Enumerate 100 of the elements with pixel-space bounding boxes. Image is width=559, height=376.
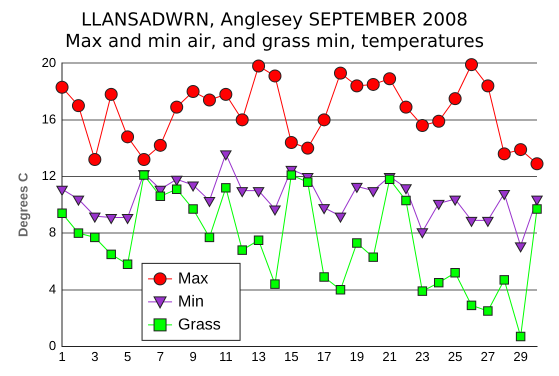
point [172, 184, 182, 194]
point [532, 204, 542, 214]
point [482, 216, 494, 227]
point [188, 204, 198, 214]
point [74, 228, 84, 238]
x-tick-label: 7 [156, 348, 164, 364]
point [516, 332, 526, 342]
point [237, 245, 247, 255]
x-tick-label: 5 [124, 348, 132, 364]
point [269, 206, 281, 216]
x-tick-label: 27 [480, 348, 496, 364]
legend-label: Max [178, 270, 208, 288]
point [530, 157, 544, 170]
point [418, 286, 428, 296]
point [187, 181, 199, 192]
point [104, 88, 118, 101]
y-tick-label: 8 [48, 224, 56, 240]
point [336, 285, 346, 295]
point [498, 147, 511, 160]
point [219, 88, 232, 101]
x-tick-label: 29 [513, 348, 528, 364]
point [368, 187, 379, 198]
point [351, 182, 363, 193]
point [56, 80, 69, 94]
point [450, 268, 460, 278]
point [334, 66, 347, 80]
point [319, 272, 329, 282]
point [204, 232, 214, 242]
point [464, 58, 478, 72]
y-axis-title: Degrees C [15, 172, 30, 237]
x-tick-label: 25 [448, 348, 462, 364]
point [466, 300, 476, 310]
x-tick-label: 23 [415, 348, 430, 364]
point [56, 186, 68, 196]
point [514, 143, 528, 156]
y-tick-label: 16 [42, 111, 56, 126]
point [334, 212, 346, 223]
point [89, 212, 101, 223]
x-tick-label: 17 [316, 348, 332, 364]
point [254, 235, 264, 245]
point [500, 275, 509, 285]
point [366, 78, 380, 91]
point [122, 214, 134, 224]
point [432, 114, 446, 128]
point [202, 94, 216, 107]
point [449, 196, 461, 206]
x-tick-label: 21 [382, 348, 397, 364]
x-tick-label: 11 [219, 348, 233, 364]
point [483, 306, 493, 316]
point [252, 187, 264, 198]
point [156, 192, 166, 202]
x-tick-label: 9 [189, 348, 197, 364]
point [90, 232, 100, 242]
y-tick-label: 12 [42, 168, 56, 184]
point [433, 200, 444, 210]
point [137, 152, 150, 166]
point [383, 72, 396, 86]
point [204, 197, 216, 208]
point [270, 279, 280, 289]
point [301, 142, 314, 155]
point [401, 196, 411, 206]
point [481, 79, 494, 92]
point [302, 177, 312, 187]
point [416, 119, 429, 132]
legend-label: Min [178, 293, 204, 310]
point [72, 196, 84, 206]
point [171, 176, 182, 186]
point [186, 85, 200, 98]
point [368, 252, 378, 262]
point [236, 187, 248, 198]
point [399, 100, 412, 114]
point [448, 92, 462, 106]
y-tick-label: 20 [42, 54, 56, 70]
point [57, 208, 67, 218]
point [170, 100, 184, 114]
legend-label: Grass [178, 316, 221, 334]
point [154, 138, 167, 152]
point [286, 170, 296, 180]
point [318, 204, 330, 214]
text: LLANSADWRN, Anglesey SEPTEMBER 2008 [81, 9, 468, 30]
point [220, 150, 232, 160]
x-tick-label: 19 [350, 348, 364, 364]
point [284, 136, 298, 149]
point [106, 250, 116, 260]
point [318, 113, 331, 126]
point [122, 260, 132, 270]
point [531, 196, 543, 206]
x-tick-label: 13 [251, 348, 266, 364]
point [466, 216, 478, 227]
point [121, 130, 134, 144]
x-tick-label: 3 [91, 348, 98, 364]
x-tick-label: 1 [58, 348, 66, 364]
point [350, 79, 364, 92]
point [221, 183, 231, 193]
y-tick-label: 0 [48, 338, 56, 353]
point [268, 69, 282, 82]
point [105, 214, 117, 224]
point [514, 242, 526, 252]
point [252, 60, 266, 73]
point [498, 190, 510, 200]
